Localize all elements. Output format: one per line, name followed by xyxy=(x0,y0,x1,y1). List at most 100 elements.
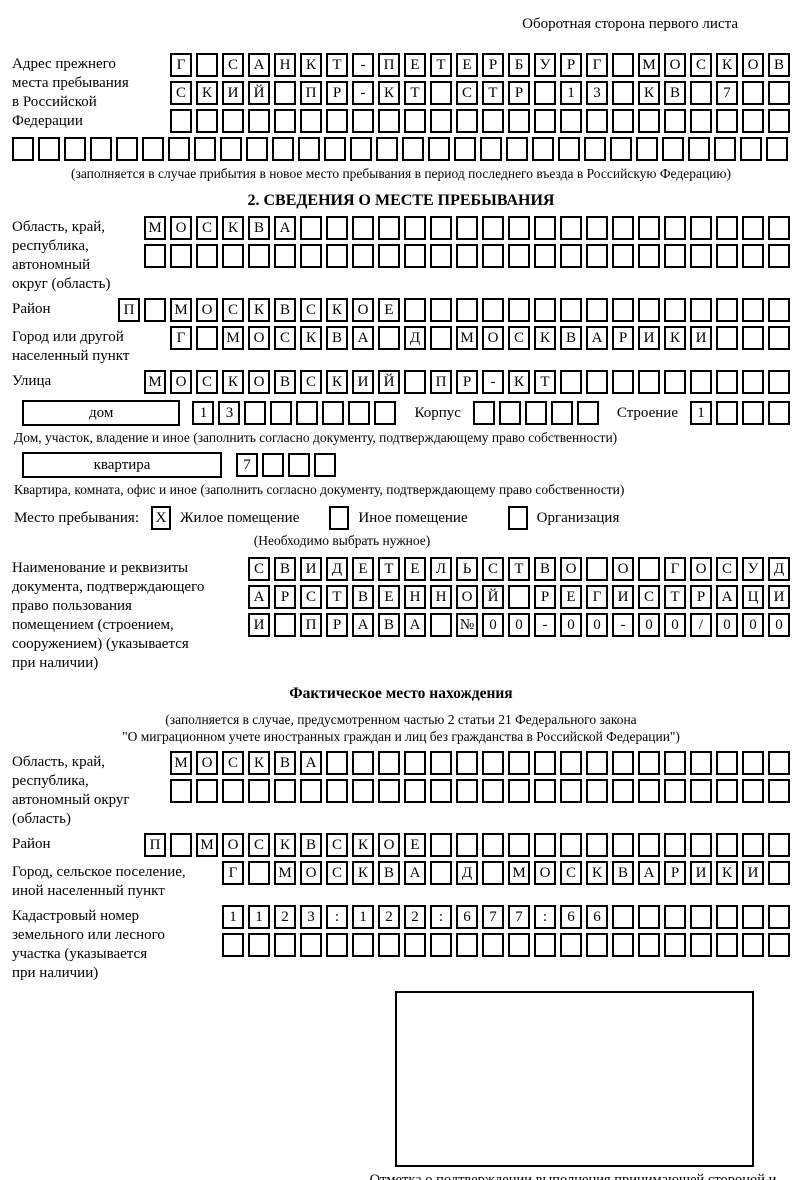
char-box[interactable] xyxy=(274,244,296,268)
char-box[interactable] xyxy=(274,779,296,803)
char-box[interactable]: Р xyxy=(326,613,348,637)
char-box[interactable] xyxy=(352,751,374,775)
char-box[interactable]: 0 xyxy=(586,613,608,637)
char-box[interactable] xyxy=(288,453,310,477)
char-box[interactable] xyxy=(324,137,346,161)
char-box[interactable]: К xyxy=(378,81,400,105)
char-box[interactable]: Р xyxy=(690,585,712,609)
char-box[interactable]: - xyxy=(482,370,504,394)
char-box[interactable] xyxy=(326,244,348,268)
char-box[interactable] xyxy=(144,244,166,268)
char-box[interactable]: - xyxy=(534,613,556,637)
char-box[interactable]: О xyxy=(352,298,374,322)
char-box[interactable] xyxy=(638,557,660,581)
char-box[interactable] xyxy=(612,933,634,957)
char-box[interactable] xyxy=(482,216,504,240)
char-box[interactable] xyxy=(586,833,608,857)
char-box[interactable]: Й xyxy=(378,370,400,394)
char-box[interactable]: С xyxy=(274,326,296,350)
char-box[interactable]: И xyxy=(300,557,322,581)
char-box[interactable]: Д xyxy=(326,557,348,581)
char-box[interactable] xyxy=(404,370,426,394)
char-box[interactable]: К xyxy=(326,370,348,394)
char-box[interactable] xyxy=(768,401,790,425)
char-box[interactable]: И xyxy=(612,585,634,609)
char-box[interactable]: В xyxy=(326,326,348,350)
char-box[interactable] xyxy=(534,933,556,957)
char-box[interactable] xyxy=(508,779,530,803)
char-box[interactable] xyxy=(768,751,790,775)
char-box[interactable]: 0 xyxy=(664,613,686,637)
char-box[interactable] xyxy=(664,833,686,857)
char-box[interactable] xyxy=(196,244,218,268)
char-box[interactable] xyxy=(716,779,738,803)
char-box[interactable]: В xyxy=(560,326,582,350)
char-box[interactable] xyxy=(378,244,400,268)
char-box[interactable] xyxy=(742,216,764,240)
char-box[interactable] xyxy=(508,244,530,268)
char-box[interactable]: Г xyxy=(170,326,192,350)
char-box[interactable]: М xyxy=(144,216,166,240)
char-box[interactable] xyxy=(454,137,476,161)
char-box[interactable] xyxy=(714,137,736,161)
char-box[interactable]: С xyxy=(482,557,504,581)
char-box[interactable] xyxy=(498,401,521,425)
char-box[interactable] xyxy=(508,109,530,133)
char-box[interactable] xyxy=(690,933,712,957)
char-box[interactable] xyxy=(144,298,166,322)
char-box[interactable] xyxy=(586,779,608,803)
char-box[interactable] xyxy=(636,137,658,161)
char-box[interactable] xyxy=(690,833,712,857)
char-box[interactable]: Е xyxy=(378,585,400,609)
char-box[interactable]: 6 xyxy=(456,905,478,929)
char-box[interactable]: Е xyxy=(404,53,426,77)
char-box[interactable] xyxy=(586,557,608,581)
char-box[interactable]: С xyxy=(170,81,192,105)
char-box[interactable]: В xyxy=(274,370,296,394)
char-box[interactable] xyxy=(404,751,426,775)
char-box[interactable] xyxy=(716,833,738,857)
char-box[interactable] xyxy=(638,905,660,929)
char-box[interactable] xyxy=(664,905,686,929)
char-box[interactable]: О xyxy=(196,751,218,775)
char-box[interactable] xyxy=(638,298,660,322)
char-box[interactable] xyxy=(534,216,556,240)
char-box[interactable]: С xyxy=(456,81,478,105)
char-box[interactable] xyxy=(534,779,556,803)
char-box[interactable] xyxy=(352,779,374,803)
char-box[interactable]: К xyxy=(716,861,738,885)
char-box[interactable] xyxy=(378,326,400,350)
char-box[interactable]: Ь xyxy=(456,557,478,581)
char-box[interactable] xyxy=(584,137,606,161)
char-box[interactable]: К xyxy=(326,298,348,322)
char-box[interactable]: 2 xyxy=(404,905,426,929)
char-box[interactable]: Р xyxy=(456,370,478,394)
char-box[interactable] xyxy=(326,779,348,803)
char-box[interactable]: Т xyxy=(508,557,530,581)
char-box[interactable] xyxy=(430,779,452,803)
char-box[interactable] xyxy=(742,905,764,929)
char-box[interactable]: Т xyxy=(430,53,452,77)
char-box[interactable] xyxy=(690,751,712,775)
char-box[interactable] xyxy=(742,933,764,957)
char-box[interactable]: Т xyxy=(482,81,504,105)
char-box[interactable] xyxy=(690,905,712,929)
char-box[interactable] xyxy=(274,613,296,637)
char-box[interactable] xyxy=(222,933,244,957)
char-box[interactable]: В xyxy=(248,216,270,240)
char-box[interactable] xyxy=(456,109,478,133)
char-box[interactable]: Р xyxy=(560,53,582,77)
char-box[interactable] xyxy=(742,751,764,775)
char-box[interactable] xyxy=(300,933,322,957)
char-box[interactable] xyxy=(532,137,554,161)
char-box[interactable]: М xyxy=(274,861,296,885)
char-box[interactable] xyxy=(374,401,397,425)
char-box[interactable] xyxy=(378,779,400,803)
char-box[interactable]: К xyxy=(716,53,738,77)
char-box[interactable]: С xyxy=(222,298,244,322)
char-box[interactable] xyxy=(768,109,790,133)
char-box[interactable] xyxy=(274,933,296,957)
char-box[interactable]: К xyxy=(300,326,322,350)
char-box[interactable] xyxy=(740,137,762,161)
char-box[interactable]: 0 xyxy=(742,613,764,637)
